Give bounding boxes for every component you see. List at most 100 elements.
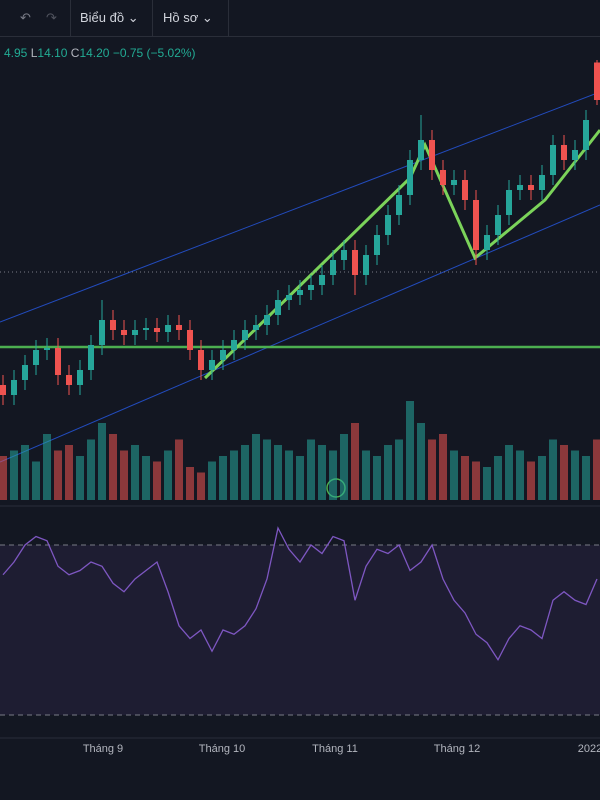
volume-bar — [450, 450, 458, 500]
volume-bar — [87, 439, 95, 500]
chart-menu[interactable]: Biểu đồ ⌄ — [80, 10, 139, 25]
volume-bar — [285, 450, 293, 500]
candle-body — [33, 350, 39, 365]
low-key: L — [30, 46, 38, 60]
change: −0.75 (−5.02%) — [112, 46, 196, 60]
candle-body — [385, 215, 391, 235]
candle-body — [165, 325, 171, 332]
x-tick-label: Tháng 12 — [434, 743, 480, 755]
volume-bar — [428, 439, 436, 500]
volume-bar — [65, 445, 73, 500]
candle-body — [594, 62, 600, 100]
volume-bar — [208, 461, 216, 500]
candle-body — [484, 235, 490, 250]
candle-body — [407, 160, 413, 195]
candle-body — [231, 340, 237, 350]
volume-bar — [274, 445, 282, 500]
volume-bar — [549, 439, 557, 500]
candle-body — [528, 185, 534, 190]
volume-bar — [54, 450, 62, 500]
volume-bar — [329, 450, 337, 500]
volume-bar — [10, 450, 18, 500]
candle-body — [220, 350, 226, 360]
candle-body — [176, 325, 182, 330]
volume-bar — [219, 456, 227, 500]
close-key: C — [70, 46, 80, 60]
high: 4.95 — [4, 46, 28, 60]
candle-body — [506, 190, 512, 215]
volume-bar — [417, 423, 425, 500]
volume-bar — [318, 445, 326, 500]
candle-body — [539, 175, 545, 190]
candle-body — [242, 330, 248, 340]
candle-body — [451, 180, 457, 185]
volume-bar — [153, 461, 161, 500]
x-tick-label: Tháng 11 — [312, 743, 358, 755]
candle-body — [462, 180, 468, 200]
candle-body — [121, 330, 127, 335]
volume-bar — [571, 450, 579, 500]
candle-body — [286, 295, 292, 300]
chart: Tháng 9 Tháng 10 Tháng 11 Tháng 12 2022 — [0, 60, 600, 755]
volume-bar — [362, 450, 370, 500]
volume-bar — [439, 434, 447, 500]
candle-body — [396, 195, 402, 215]
candle-body — [198, 350, 204, 370]
volume-bar — [120, 450, 128, 500]
volume-bar — [0, 456, 7, 500]
volume-bar — [43, 434, 51, 500]
volume-bar — [164, 450, 172, 500]
candle-body — [319, 275, 325, 285]
candle-body — [77, 370, 83, 385]
candle-body — [550, 145, 556, 175]
volume-bar — [593, 439, 600, 500]
volume-bar — [406, 401, 414, 500]
candle-body — [143, 328, 149, 330]
redo: ↷ — [46, 10, 57, 25]
candle-body — [429, 140, 435, 170]
undo[interactable]: ↶ — [20, 10, 31, 25]
candle-body — [352, 250, 358, 275]
volume-bar — [560, 445, 568, 500]
candle-body — [363, 255, 369, 275]
volume-bar — [538, 456, 546, 500]
volume-bar — [197, 472, 205, 500]
profile-menu[interactable]: Hồ sơ ⌄ — [163, 10, 213, 25]
rsi-band — [0, 545, 600, 715]
candle-body — [110, 320, 116, 330]
volume-bar — [483, 467, 491, 500]
candle-body — [561, 145, 567, 160]
candle-body — [99, 320, 105, 345]
volume-bar — [241, 445, 249, 500]
candle-body — [11, 380, 17, 395]
volume-bar — [175, 439, 183, 500]
volume-bar — [351, 423, 359, 500]
volume-bar — [461, 456, 469, 500]
x-tick-label: Tháng 9 — [83, 743, 123, 755]
candle-body — [572, 150, 578, 160]
volume-bar — [131, 445, 139, 500]
ohlc-legend: 4.95 L14.10 C14.20 −0.75 (−5.02%) — [4, 46, 196, 60]
candle-body — [440, 170, 446, 185]
volume-bar — [252, 434, 260, 500]
candle-body — [473, 200, 479, 250]
candle-body — [22, 365, 28, 380]
volume-bar — [296, 456, 304, 500]
volume-bar — [230, 450, 238, 500]
volume-bar — [505, 445, 513, 500]
candle-body — [44, 348, 50, 350]
candle-body — [275, 300, 281, 315]
volume-bar — [527, 461, 535, 500]
candle-body — [330, 260, 336, 275]
candle-body — [517, 185, 523, 190]
volume-bar — [395, 439, 403, 500]
volume-bar — [142, 456, 150, 500]
candle-body — [209, 360, 215, 370]
close: 14.20 — [79, 46, 110, 60]
candle-body — [297, 290, 303, 295]
x-tick-label: Tháng 10 — [199, 743, 245, 755]
candle-body — [154, 328, 160, 332]
candle-body — [374, 235, 380, 255]
candle-body — [341, 250, 347, 260]
